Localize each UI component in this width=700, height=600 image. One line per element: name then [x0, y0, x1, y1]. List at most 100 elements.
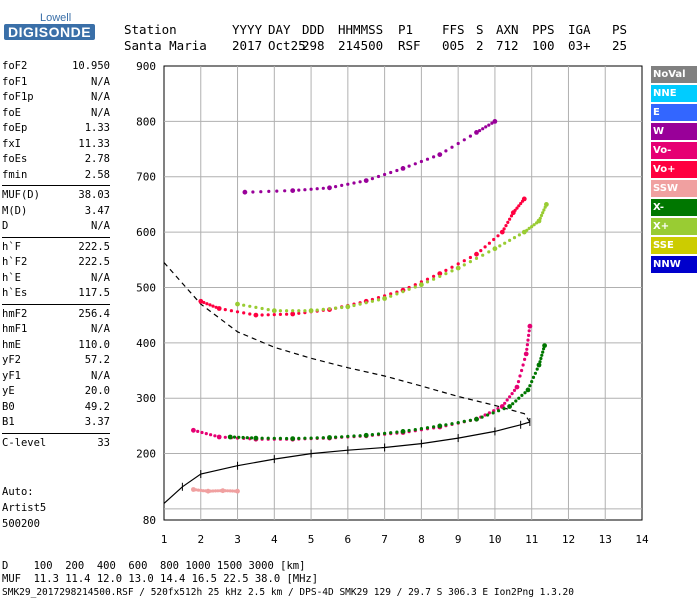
header-label-pps: PPS [532, 22, 555, 37]
echo-trace-w [370, 177, 374, 181]
echo-trace-ssw [223, 489, 227, 493]
x-tick-label: 7 [381, 533, 388, 546]
echo-trace-vo [214, 305, 218, 309]
param-key: hmF1 [2, 323, 28, 335]
echo-trace-x [241, 435, 245, 440]
echo-trace-vo [509, 214, 514, 218]
echo-point-x [290, 436, 296, 441]
footer-muf: MUF 11.3 11.4 12.0 13.0 14.4 16.5 22.5 3… [2, 573, 319, 585]
echo-trace-vo [229, 309, 233, 313]
echo-trace-x [352, 434, 356, 438]
echo-trace-x [520, 393, 524, 397]
echo-trace-x [285, 309, 289, 313]
echo-trace-ssw [194, 488, 198, 492]
param-value: 33 [97, 436, 110, 449]
param-value: 57.2 [84, 354, 110, 366]
echo-trace-vo [223, 308, 227, 312]
echo-trace-w [259, 190, 263, 194]
y-tick-label: 500 [136, 281, 156, 294]
param-key: foF1 [2, 75, 28, 88]
echo-trace-x [383, 431, 387, 435]
param-value: 256.4 [78, 307, 110, 320]
echo-trace-x [346, 434, 350, 438]
param-value: 3.37 [84, 416, 110, 428]
echo-trace-w [484, 125, 488, 129]
echo-trace-vo [425, 277, 430, 281]
echo-trace-x [525, 228, 529, 232]
echo-trace-x [321, 436, 325, 440]
x-tick-label: 5 [308, 533, 315, 546]
echo-trace-x [334, 306, 338, 310]
echo-trace-vo [278, 312, 282, 316]
param-value: 222.5 [78, 240, 110, 253]
echo-trace-vo [235, 310, 240, 314]
echo-trace-x [303, 436, 307, 440]
param-foep: foEp 1.33 [2, 122, 110, 136]
echo-trace-x [315, 308, 319, 312]
echo-trace-vo [204, 432, 208, 436]
echo-trace-x [352, 303, 356, 308]
echo-trace-vo [504, 224, 508, 228]
param-value: N/A [91, 323, 110, 335]
echo-trace-w [425, 157, 430, 161]
echo-trace-ssw [218, 489, 222, 493]
echo-trace-w [309, 187, 313, 191]
echo-trace-vo [200, 430, 204, 435]
echo-trace-x [321, 307, 325, 311]
echo-trace-vo [503, 401, 507, 405]
echo-trace-vo [487, 241, 491, 245]
legend-item-x: X- [651, 199, 697, 216]
header-value-7: 2 [476, 38, 484, 53]
plot-frame [163, 65, 643, 521]
param-hf: h`F 222.5 [2, 241, 110, 255]
echo-trace-x [481, 253, 485, 257]
param-key: foF2 [2, 60, 28, 72]
param-value: N/A [91, 271, 110, 284]
header-label-ffs: FFS [442, 22, 465, 37]
param-he: h`E N/A [2, 272, 110, 286]
echo-trace-x [538, 216, 542, 220]
echo-trace-x [528, 384, 532, 388]
echo-trace-x [334, 435, 338, 439]
echo-trace-x [474, 256, 479, 260]
echo-trace-ssw [228, 489, 232, 493]
x-tick-label: 12 [562, 533, 575, 546]
echo-trace-vo [496, 234, 500, 238]
echo-trace-x [272, 436, 276, 440]
header-value-5: RSF [398, 38, 421, 53]
echo-trace-vo [510, 392, 514, 396]
echo-point-vo [216, 306, 222, 311]
echo-trace-vo [527, 333, 531, 337]
echo-point-vo [437, 271, 443, 276]
param-value: 117.5 [78, 287, 110, 299]
param-yf1: yF1 N/A [2, 370, 110, 384]
echo-trace-x [248, 304, 252, 308]
echo-trace-vo [513, 208, 517, 212]
echo-trace-w [389, 170, 393, 175]
echo-trace-x [497, 409, 501, 413]
echo-trace-vo [479, 249, 483, 253]
echo-trace-vo [508, 395, 512, 399]
echo-trace-x [539, 213, 544, 218]
echo-point-x [492, 246, 498, 252]
param-key: fxI [2, 137, 21, 150]
param-value: 110.0 [78, 338, 110, 351]
x-tick-label: 4 [271, 533, 278, 546]
echo-point-vo [523, 351, 529, 357]
param-key: yF2 [2, 354, 21, 366]
echo-trace-x [297, 309, 301, 313]
echo-point-x [308, 308, 314, 314]
echo-trace-x [260, 306, 264, 311]
echo-trace-x [285, 436, 289, 441]
echo-trace-vo [456, 262, 460, 266]
echo-trace-x [530, 380, 534, 384]
echo-trace-x [517, 396, 521, 400]
param-value: N/A [91, 369, 110, 382]
echo-trace-vo [492, 237, 496, 242]
echo-trace-vo [450, 265, 454, 269]
y-tick-label: 600 [136, 226, 156, 239]
echo-trace-vo [213, 434, 217, 438]
echo-trace-x [370, 299, 374, 303]
header-label-yyyy: YYYY [232, 22, 263, 37]
echo-trace-vo [520, 199, 525, 203]
